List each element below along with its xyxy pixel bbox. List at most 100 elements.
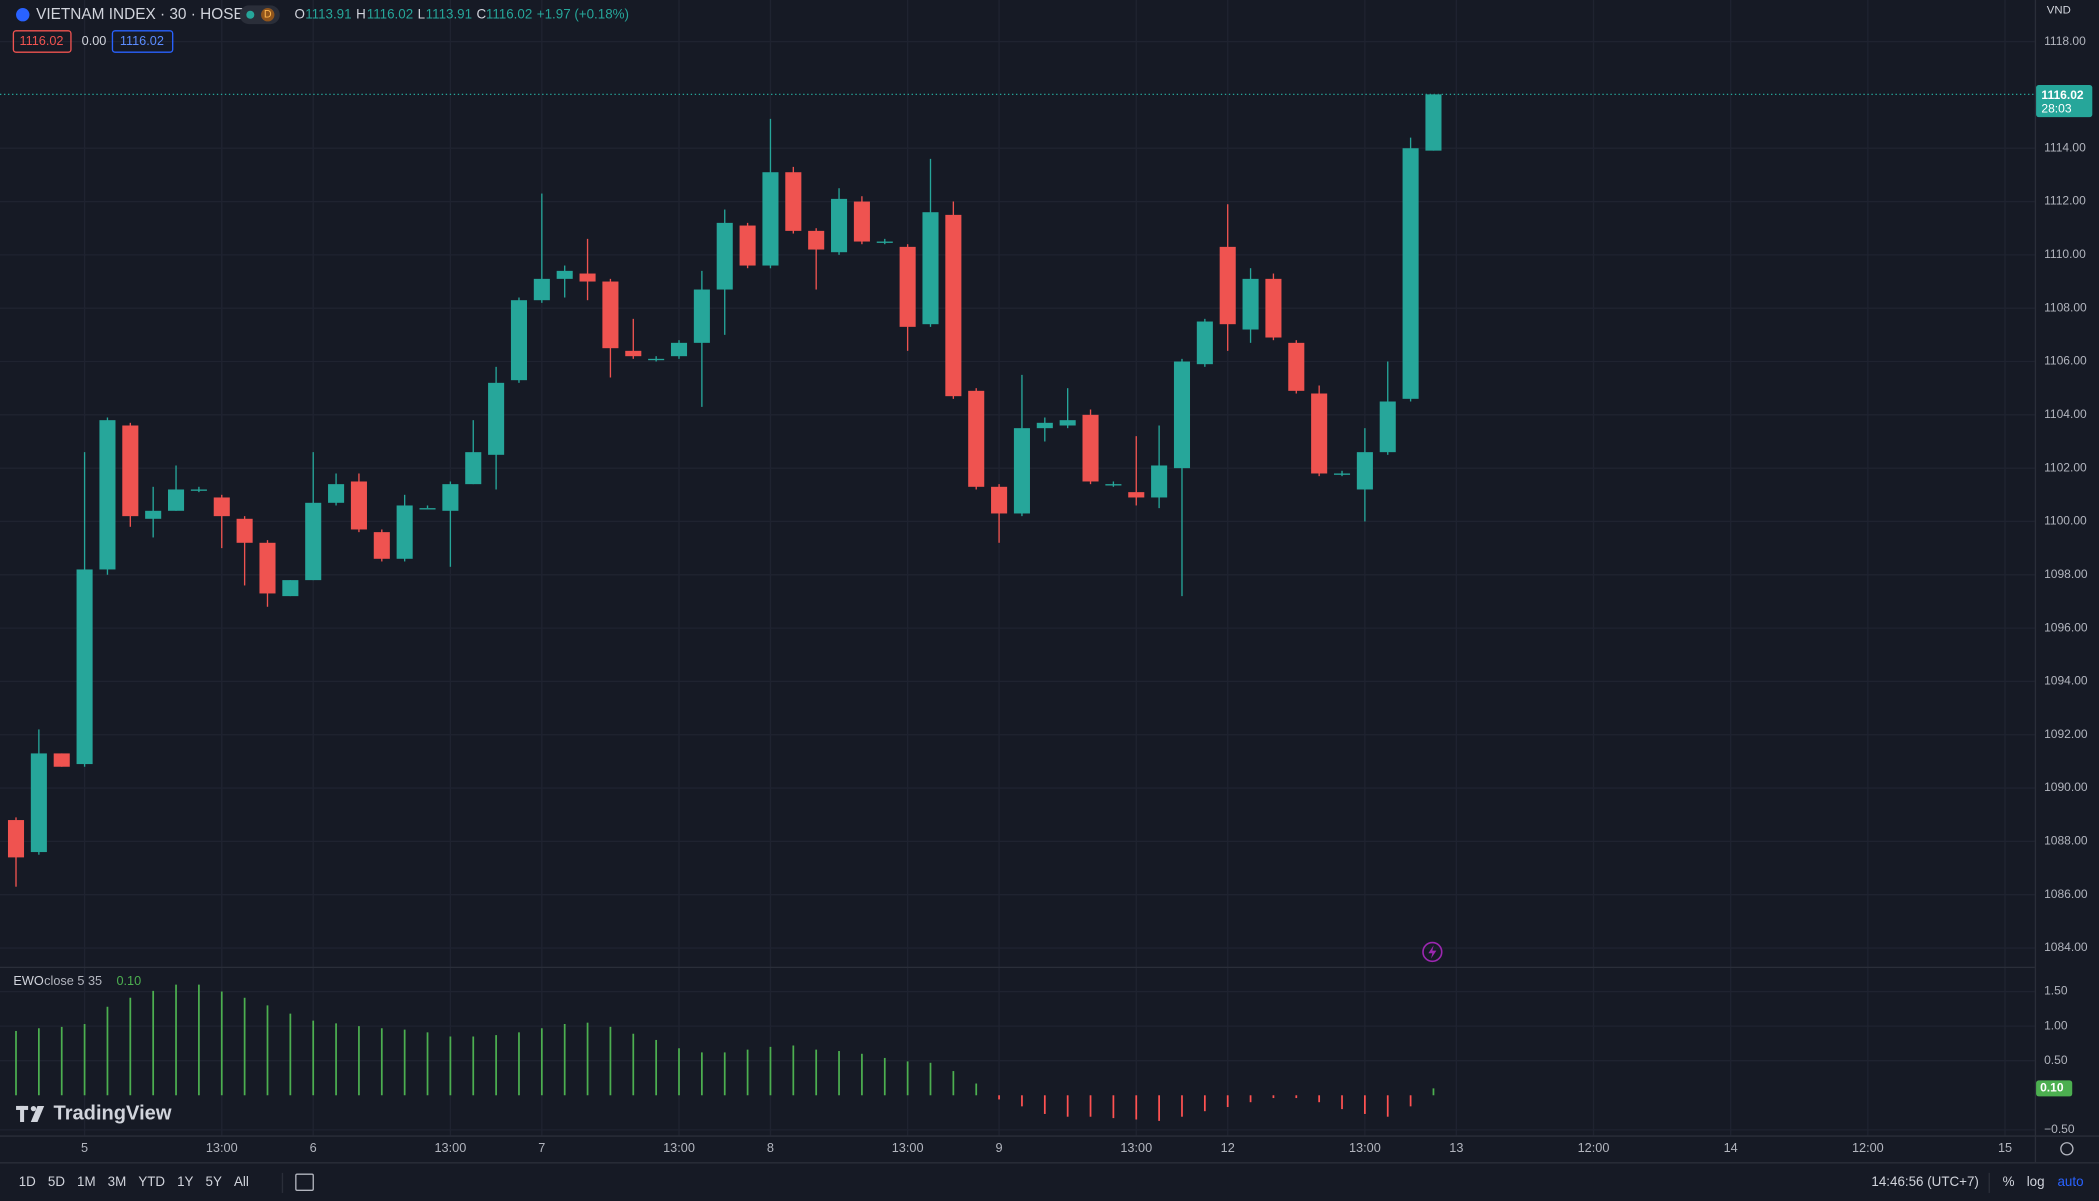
ohlc-label: H [356,6,366,21]
x-tick-label: 12:00 [1852,1140,1884,1155]
brand-logo [16,1105,45,1123]
symbol-icon[interactable] [16,8,30,22]
price-box[interactable] [111,30,174,53]
clock: 14:46:56 (UTC+7) [1871,1174,1978,1189]
currency[interactable]: VND [2047,5,2071,17]
candle-body [1128,492,1145,498]
candle-body [808,230,825,250]
candle-body [122,425,139,517]
timeframe-button[interactable]: 1D [19,1174,36,1189]
ohlc-value: 1116.02 [486,6,532,21]
price-box-text: 1116.02 [120,33,164,48]
scale-button[interactable]: % [2003,1174,2015,1189]
x-tick-label: 14 [1724,1140,1738,1155]
y-tick-label: 1096.00 [2044,620,2088,634]
y-tick-label: 1.50 [2044,984,2068,998]
candle-body [1425,94,1442,151]
candle-body [30,753,47,853]
y-tick-label: 1094.00 [2044,674,2088,688]
candle-body [396,505,413,559]
candle-body [876,241,893,243]
y-tick-label: 1098.00 [2044,567,2088,581]
candle-body [259,542,276,594]
ohlc-value: 1116.02 [367,6,413,21]
change: +1.97 (+0.18%) [537,6,629,21]
candle-body [465,452,482,485]
events-icon[interactable] [1422,941,1443,963]
goto-date-icon[interactable] [295,1173,314,1191]
candle-body [53,753,70,767]
candle-body [76,569,93,765]
scale-button[interactable]: log [2027,1174,2045,1189]
indicator-name[interactable]: EWO [13,973,43,988]
indicator-tag [2036,1080,2073,1097]
candle-body [1219,246,1236,325]
x-tick-label: 9 [996,1140,1003,1155]
x-tick-label: 13:00 [1349,1140,1381,1155]
candle-body [510,300,528,381]
settings-icon[interactable] [2060,1142,2074,1156]
price-box-text: 1116.02 [19,33,63,48]
indicator-tag-label: 0.10 [2040,1081,2064,1095]
candle-body [533,278,550,301]
ohlc-label: L [418,6,425,21]
candle-body [1013,428,1030,514]
candle-body [1379,401,1396,453]
logo-part [20,1105,25,1123]
candle-body [305,502,322,581]
logo-part [30,1105,45,1123]
candle-body [373,532,390,559]
candle-body [670,342,688,357]
x-tick-label: 6 [310,1140,317,1155]
timeframe-button[interactable]: 3M [108,1174,127,1189]
y-tick-label: 1088.00 [2044,834,2088,848]
scale-button[interactable]: auto [2058,1174,2084,1189]
symbol-title[interactable]: VIETNAM INDEX · 30 · HOSE [36,6,244,23]
brand[interactable]: TradingView [54,1102,172,1124]
price-box[interactable] [12,30,72,53]
grid [0,0,2035,1136]
candle-body [99,420,116,570]
candle-body [328,484,345,503]
candle-body [1288,342,1305,391]
ohlc-label: C [477,6,487,21]
y-tick-label: 1090.00 [2044,780,2088,794]
candle-body [556,270,573,279]
candle-body [190,489,207,491]
x-tick-label: 13:00 [892,1140,924,1155]
candle-body [168,489,185,511]
y-tick-label: 1084.00 [2044,940,2088,954]
candle-body [419,508,436,510]
candle-body [1151,465,1168,498]
candle-body [1036,422,1053,429]
candle-body [1082,414,1099,482]
timeframe-button[interactable]: 5D [48,1174,65,1189]
candle-body [488,382,505,455]
timeframe-button[interactable]: 1M [77,1174,96,1189]
candle-body [1311,393,1328,474]
timeframe-button[interactable]: All [234,1174,249,1189]
candle-body [442,484,459,511]
y-tick-label: 1.00 [2044,1018,2068,1032]
timeframe-button[interactable]: YTD [138,1174,165,1189]
x-tick-label: 13:00 [1120,1140,1152,1155]
y-tick-label: 1086.00 [2044,887,2088,901]
y-tick-label: 1100.00 [2044,514,2087,528]
y-tick-label: 1106.00 [2044,354,2087,368]
marks [0,93,2035,1121]
candle-body [991,486,1008,514]
countdown: 28:03 [2041,101,2071,115]
indicator-value: 0.10 [116,973,141,988]
candle-body [602,281,619,349]
candle-body [762,172,779,266]
x-tick-label: 13:00 [206,1140,238,1155]
y-tick-label: 1118.00 [2044,34,2086,48]
timeframe-button[interactable]: 1Y [177,1174,193,1189]
x-tick-label: 13:00 [663,1140,695,1155]
candle-body [1333,473,1351,475]
timeframe-button[interactable]: 5Y [206,1174,222,1189]
candle-body [1356,452,1373,490]
y-tick-label: −0.50 [2044,1122,2075,1136]
y-tick-label: 1104.00 [2044,407,2087,421]
